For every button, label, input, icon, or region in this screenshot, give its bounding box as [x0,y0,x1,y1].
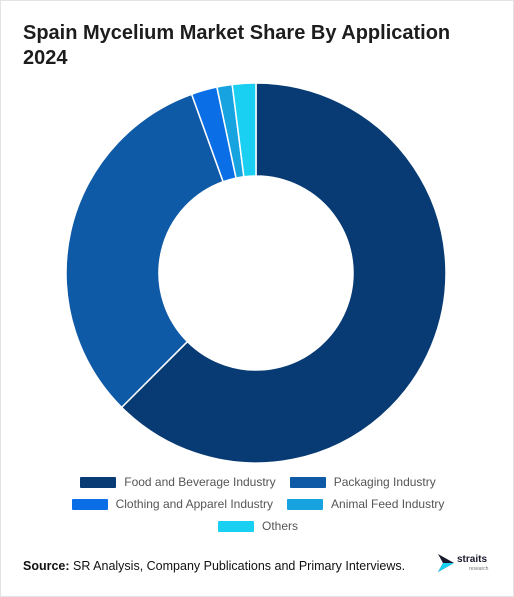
legend-swatch [287,498,324,510]
source-label: Source: [23,559,70,573]
chart-legend: Food and Beverage Industry Packaging Indu… [1,471,514,537]
legend-swatch [289,476,326,488]
source-text: SR Analysis, Company Publications and Pr… [69,559,406,573]
legend-row: Others [1,515,514,537]
legend-item: Food and Beverage Industry [80,475,276,489]
legend-item: Clothing and Apparel Industry [71,497,274,511]
legend-row: Clothing and Apparel Industry Animal Feed… [1,493,514,515]
logo-subtext: research [469,566,489,572]
donut-chart [65,82,447,464]
legend-label: Packaging Industry [333,475,436,489]
straits-logo-icon [438,554,454,572]
donut-slice-others [231,82,257,178]
legend-swatch [80,476,117,488]
logo-text: straits [457,554,488,565]
legend-row: Food and Beverage Industry Packaging Indu… [1,471,514,493]
legend-item: Animal Feed Industry [287,497,444,511]
legend-swatch [217,520,254,532]
legend-swatch [71,498,108,510]
chart-title: Spain Mycelium Market Share By Applicati… [23,22,451,69]
legend-label: Others [261,519,298,533]
straits-research-logo: straits research [437,551,497,577]
legend-item: Packaging Industry [289,475,436,489]
legend-item: Others [217,519,298,533]
source-note: Source: SR Analysis, Company Publication… [23,559,405,573]
legend-label: Food and Beverage Industry [124,475,276,489]
donut-slice-packaging-industry [65,93,225,409]
legend-label: Clothing and Apparel Industry [115,497,274,511]
legend-label: Animal Feed Industry [331,497,445,511]
donut-slice-food-and-beverage-industry [120,82,447,464]
